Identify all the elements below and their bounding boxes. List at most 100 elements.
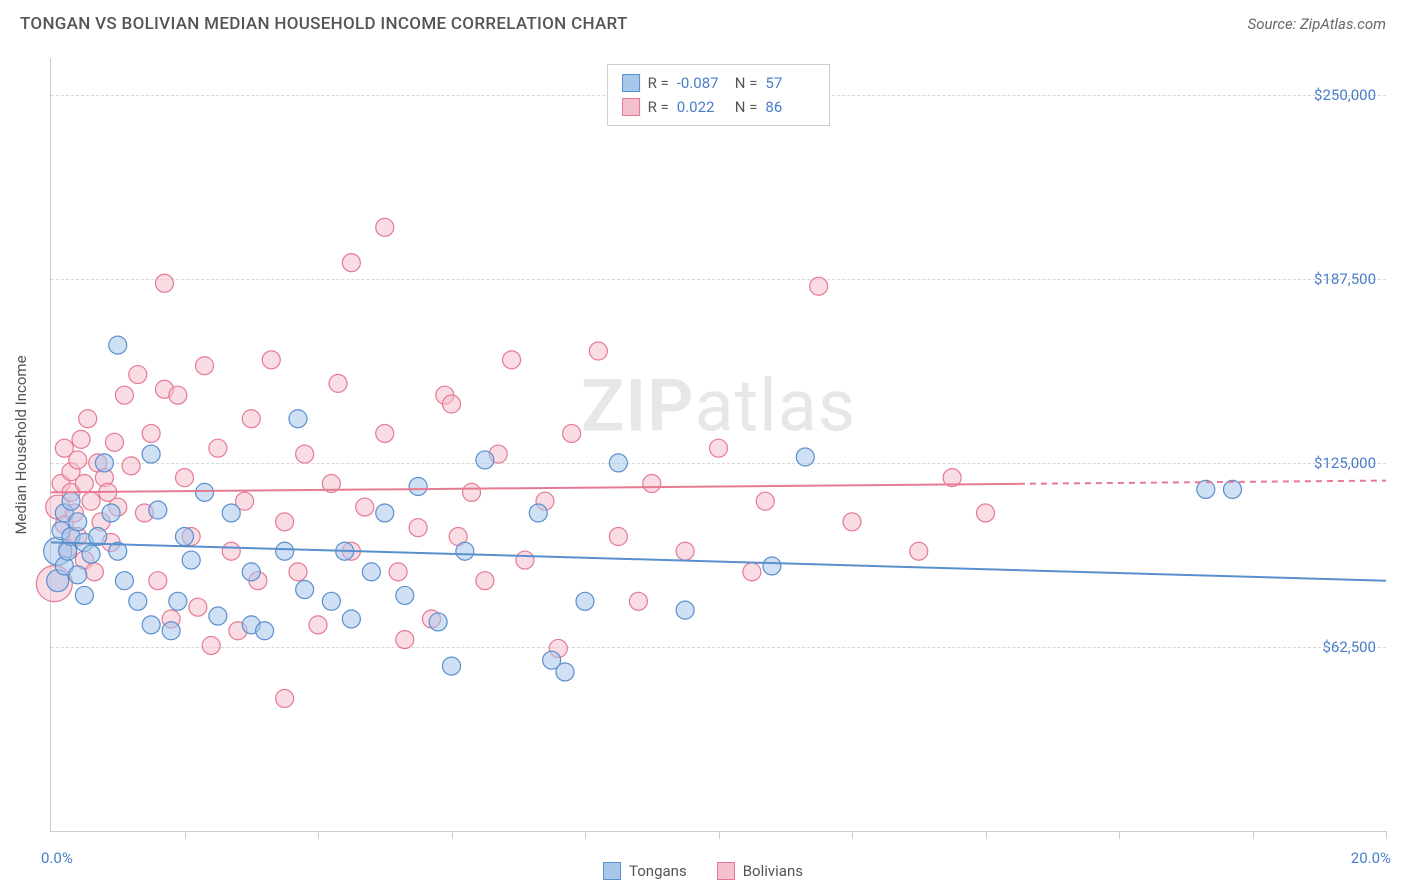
data-point	[256, 622, 274, 640]
data-point	[85, 563, 103, 581]
header: TONGAN VS BOLIVIAN MEDIAN HOUSEHOLD INCO…	[0, 0, 1406, 44]
data-point	[105, 433, 123, 451]
data-point	[122, 457, 140, 475]
x-tick	[1253, 831, 1254, 839]
n-value-tongans: 57	[765, 71, 815, 95]
data-point	[75, 475, 93, 493]
data-point	[342, 254, 360, 272]
x-axis-min-label: 0.0%	[41, 849, 73, 867]
data-point	[102, 504, 120, 522]
legend-label-tongans: Tongans	[629, 862, 687, 880]
data-point	[376, 504, 394, 522]
data-point	[242, 563, 260, 581]
data-point	[810, 277, 828, 295]
data-point	[409, 477, 427, 495]
data-point	[296, 445, 314, 463]
data-point	[176, 469, 194, 487]
x-tick	[986, 831, 987, 839]
data-point	[309, 616, 327, 634]
data-point	[503, 351, 521, 369]
data-point	[463, 483, 481, 501]
data-point	[142, 424, 160, 442]
data-point	[79, 410, 97, 428]
data-point	[362, 563, 380, 581]
data-point	[443, 395, 461, 413]
r-value-tongans: -0.087	[677, 71, 727, 95]
stats-row-tongans: R = -0.087 N = 57	[622, 71, 816, 95]
x-tick	[318, 831, 319, 839]
data-point	[196, 357, 214, 375]
legend-item-tongans: Tongans	[603, 862, 687, 880]
data-point	[977, 504, 995, 522]
x-tick	[452, 831, 453, 839]
x-tick	[852, 831, 853, 839]
y-tick-label: $62,500	[1322, 638, 1376, 656]
data-point	[95, 454, 113, 472]
data-point	[69, 513, 87, 531]
x-tick	[1119, 831, 1120, 839]
x-tick	[719, 831, 720, 839]
data-point	[149, 572, 167, 590]
swatch-tongans	[622, 74, 640, 92]
data-point	[202, 636, 220, 654]
y-tick-label: $250,000	[1314, 86, 1376, 104]
data-point	[676, 542, 694, 560]
data-point	[396, 631, 414, 649]
data-point	[82, 492, 100, 510]
data-point	[756, 492, 774, 510]
x-tick	[1386, 831, 1387, 839]
chart-title: TONGAN VS BOLIVIAN MEDIAN HOUSEHOLD INCO…	[20, 14, 628, 34]
y-tick-label: $125,000	[1314, 454, 1376, 472]
data-point	[162, 622, 180, 640]
data-point	[289, 563, 307, 581]
legend: Tongans Bolivians	[603, 862, 803, 880]
data-point	[169, 592, 187, 610]
data-point	[169, 386, 187, 404]
data-point	[629, 592, 647, 610]
y-axis-title: Median Household Income	[12, 355, 30, 534]
data-point	[222, 542, 240, 560]
data-point	[196, 483, 214, 501]
data-point	[796, 448, 814, 466]
data-point	[142, 445, 160, 463]
stats-row-bolivians: R = 0.022 N = 86	[622, 95, 816, 119]
data-point	[743, 563, 761, 581]
data-point	[276, 542, 294, 560]
data-point	[69, 451, 87, 469]
data-point	[72, 430, 90, 448]
data-point	[396, 586, 414, 604]
data-point	[516, 551, 534, 569]
data-point	[155, 274, 173, 292]
data-point	[443, 657, 461, 675]
data-point	[262, 351, 280, 369]
data-point	[676, 601, 694, 619]
data-point	[115, 572, 133, 590]
data-point	[609, 528, 627, 546]
data-point	[409, 519, 427, 537]
data-point	[563, 424, 581, 442]
data-point	[389, 563, 407, 581]
y-tick-label: $187,500	[1314, 270, 1376, 288]
data-point	[529, 504, 547, 522]
data-point	[222, 504, 240, 522]
data-point	[82, 545, 100, 563]
x-tick	[185, 831, 186, 839]
n-value-bolivians: 86	[765, 95, 815, 119]
data-point	[149, 501, 167, 519]
data-point	[376, 424, 394, 442]
data-point	[589, 342, 607, 360]
data-point	[429, 613, 447, 631]
data-point	[576, 592, 594, 610]
data-point	[609, 454, 627, 472]
data-point	[129, 592, 147, 610]
data-point	[556, 663, 574, 681]
x-axis-max-label: 20.0%	[1351, 849, 1391, 867]
data-point	[476, 572, 494, 590]
data-point	[376, 218, 394, 236]
data-point	[289, 410, 307, 428]
data-point	[62, 492, 80, 510]
chart-plot-area: Median Household Income ZIPatlas R = -0.…	[50, 58, 1386, 832]
data-point	[176, 528, 194, 546]
swatch-bolivians	[622, 98, 640, 116]
data-point	[209, 439, 227, 457]
